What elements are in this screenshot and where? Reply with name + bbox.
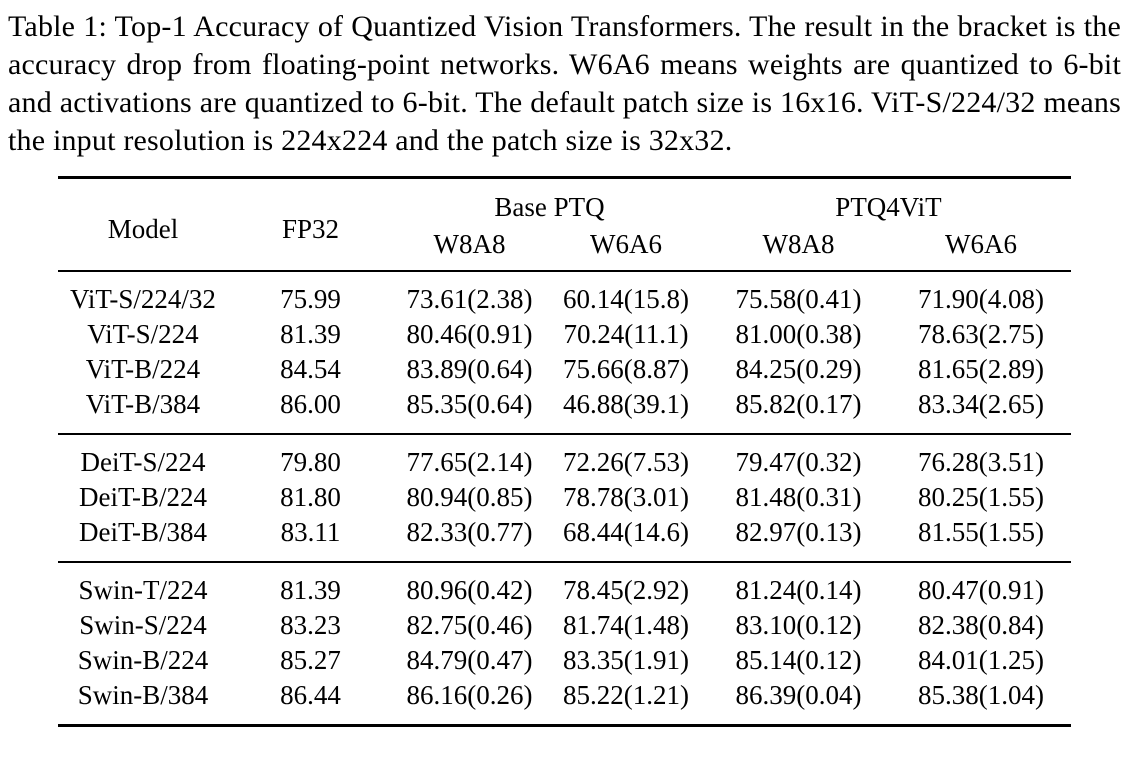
- fp32-cell: 81.80: [280, 482, 341, 512]
- ptq4vit-w8a8-cell: 83.10(0.12): [735, 610, 862, 640]
- model-cell: ViT-B/224: [85, 354, 201, 384]
- table-row: Swin-T/224 81.39 80.96(0.42) 78.45(2.92)…: [58, 562, 1071, 608]
- paper-table-figure: Table 1: Top-1 Accuracy of Quantized Vis…: [0, 8, 1129, 727]
- base-w8a8-cell: 84.79(0.47): [406, 645, 533, 675]
- header-group-row: Model FP32 Base PTQ PTQ4ViT: [58, 178, 1071, 244]
- ptq4vit-w6a6-cell: 76.28(3.51): [918, 447, 1044, 477]
- table-row: Swin-S/224 83.23 82.75(0.46) 81.74(1.48)…: [58, 608, 1071, 643]
- ptq4vit-w8a8-cell: 79.47(0.32): [735, 447, 862, 477]
- fp32-cell: 83.11: [280, 517, 341, 547]
- base-w6a6-cell: 85.22(1.21): [562, 680, 689, 710]
- base-w8a8-cell: 85.35(0.64): [406, 389, 533, 419]
- header-group-ptq4vit: PTQ4ViT: [835, 191, 942, 222]
- base-w6a6-cell: 81.74(1.48): [562, 610, 689, 640]
- base-w8a8-cell: 82.75(0.46): [406, 610, 533, 640]
- table-header: Model FP32 Base PTQ PTQ4ViT W8A8 W6A6 W8…: [57, 178, 1071, 271]
- base-w8a8-cell: 80.46(0.91): [406, 319, 533, 349]
- ptq4vit-w6a6-cell: 80.47(0.91): [918, 575, 1044, 605]
- base-w6a6-cell: 60.14(15.8): [562, 284, 689, 314]
- ptq4vit-w6a6-cell: 83.34(2.65): [918, 389, 1044, 419]
- base-w8a8-cell: 82.33(0.77): [406, 517, 533, 547]
- ptq4vit-w6a6-cell: 82.38(0.84): [918, 610, 1044, 640]
- model-cell: Swin-S/224: [79, 610, 207, 640]
- ptq4vit-w8a8-cell: 84.25(0.29): [735, 354, 862, 384]
- table-caption: Table 1: Top-1 Accuracy of Quantized Vis…: [8, 10, 1121, 157]
- model-cell: Swin-B/224: [77, 645, 209, 675]
- ptq4vit-w6a6-cell: 81.55(1.55): [918, 517, 1044, 547]
- model-cell: Swin-B/384: [77, 680, 209, 710]
- model-cell: DeiT-S/224: [80, 447, 206, 477]
- ptq4vit-w8a8-cell: 81.00(0.38): [735, 319, 862, 349]
- table-section-swin: Swin-T/224 81.39 80.96(0.42) 78.45(2.92)…: [57, 562, 1071, 726]
- results-table: Model FP32 Base PTQ PTQ4ViT W8A8 W6A6 W8…: [57, 176, 1071, 727]
- fp32-cell: 84.54: [280, 354, 341, 384]
- ptq4vit-w6a6-cell: 85.38(1.04): [918, 680, 1044, 710]
- base-w6a6-cell: 75.66(8.87): [562, 354, 689, 384]
- fp32-cell: 81.39: [280, 319, 341, 349]
- ptq4vit-w6a6-cell: 84.01(1.25): [918, 645, 1044, 675]
- base-w6a6-cell: 68.44(14.6): [562, 517, 689, 547]
- ptq4vit-w8a8-cell: 82.97(0.13): [735, 517, 862, 547]
- fp32-cell: 75.99: [280, 284, 341, 314]
- base-w6a6-cell: 78.78(3.01): [562, 482, 689, 512]
- fp32-cell: 81.39: [280, 575, 341, 605]
- base-w8a8-cell: 80.96(0.42): [406, 575, 533, 605]
- fp32-cell: 79.80: [280, 447, 341, 477]
- header-base-w8a8: W8A8: [433, 228, 506, 259]
- table-section-deit: DeiT-S/224 79.80 77.65(2.14) 72.26(7.53)…: [57, 434, 1071, 562]
- ptq4vit-w6a6-cell: 81.65(2.89): [918, 354, 1044, 384]
- base-w8a8-cell: 80.94(0.85): [406, 482, 533, 512]
- header-ptq4vit-w6a6: W6A6: [945, 228, 1017, 259]
- header-sub-row: W8A8 W6A6 W8A8 W6A6: [58, 226, 1071, 271]
- ptq4vit-w6a6-cell: 78.63(2.75): [918, 319, 1044, 349]
- base-w8a8-cell: 73.61(2.38): [406, 284, 533, 314]
- header-model: Model: [107, 213, 179, 244]
- ptq4vit-w8a8-cell: 81.48(0.31): [735, 482, 862, 512]
- model-cell: ViT-S/224: [87, 319, 199, 349]
- base-w8a8-cell: 86.16(0.26): [406, 680, 533, 710]
- base-w8a8-cell: 83.89(0.64): [406, 354, 533, 384]
- model-cell: DeiT-B/384: [78, 517, 207, 547]
- table-row: ViT-S/224 81.39 80.46(0.91) 70.24(11.1) …: [58, 317, 1071, 352]
- table-row: DeiT-S/224 79.80 77.65(2.14) 72.26(7.53)…: [58, 434, 1071, 480]
- ptq4vit-w8a8-cell: 81.24(0.14): [735, 575, 862, 605]
- fp32-cell: 85.27: [280, 645, 341, 675]
- table-row: ViT-B/384 86.00 85.35(0.64) 46.88(39.1) …: [58, 387, 1071, 434]
- ptq4vit-w6a6-cell: 80.25(1.55): [918, 482, 1044, 512]
- header-group-base-ptq: Base PTQ: [494, 191, 605, 222]
- model-cell: ViT-B/384: [85, 389, 201, 419]
- ptq4vit-w8a8-cell: 86.39(0.04): [735, 680, 862, 710]
- header-fp32: FP32: [281, 213, 339, 244]
- base-w6a6-cell: 78.45(2.92): [562, 575, 689, 605]
- base-w6a6-cell: 46.88(39.1): [562, 389, 689, 419]
- header-ptq4vit-w8a8: W8A8: [762, 228, 835, 259]
- model-cell: DeiT-B/224: [78, 482, 207, 512]
- table-row: ViT-B/224 84.54 83.89(0.64) 75.66(8.87) …: [58, 352, 1071, 387]
- table-row: Swin-B/384 86.44 86.16(0.26) 85.22(1.21)…: [58, 678, 1071, 726]
- table-row: DeiT-B/224 81.80 80.94(0.85) 78.78(3.01)…: [58, 480, 1071, 515]
- model-cell: Swin-T/224: [78, 575, 208, 605]
- fp32-cell: 86.44: [280, 680, 341, 710]
- ptq4vit-w8a8-cell: 75.58(0.41): [735, 284, 862, 314]
- base-w6a6-cell: 72.26(7.53): [562, 447, 689, 477]
- ptq4vit-w6a6-cell: 71.90(4.08): [918, 284, 1044, 314]
- fp32-cell: 83.23: [280, 610, 341, 640]
- table-section-vit: ViT-S/224/32 75.99 73.61(2.38) 60.14(15.…: [58, 271, 1071, 434]
- fp32-cell: 86.00: [280, 389, 341, 419]
- ptq4vit-w8a8-cell: 85.82(0.17): [735, 389, 862, 419]
- base-w6a6-cell: 83.35(1.91): [562, 645, 689, 675]
- model-cell: ViT-S/224/32: [70, 284, 216, 314]
- header-base-w6a6: W6A6: [589, 228, 662, 259]
- table-row: ViT-S/224/32 75.99 73.61(2.38) 60.14(15.…: [58, 271, 1071, 317]
- base-w6a6-cell: 70.24(11.1): [563, 319, 689, 349]
- base-w8a8-cell: 77.65(2.14): [406, 447, 533, 477]
- ptq4vit-w8a8-cell: 85.14(0.12): [735, 645, 862, 675]
- table-row: Swin-B/224 85.27 84.79(0.47) 83.35(1.91)…: [58, 643, 1071, 678]
- table-row: DeiT-B/384 83.11 82.33(0.77) 68.44(14.6)…: [58, 515, 1071, 562]
